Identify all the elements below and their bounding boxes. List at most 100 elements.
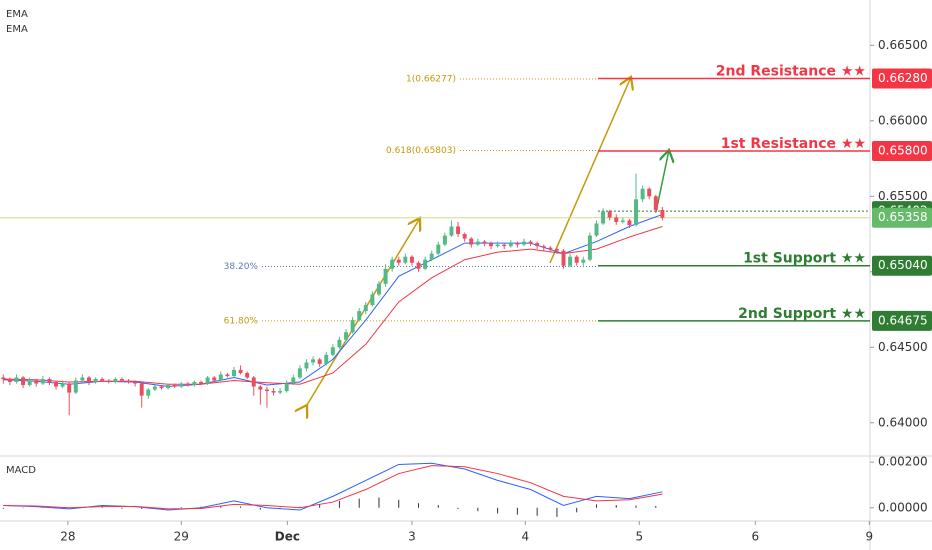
candle-body bbox=[330, 347, 335, 355]
candle-body bbox=[146, 389, 151, 396]
candle-body bbox=[489, 243, 493, 247]
candle-body bbox=[627, 220, 632, 225]
candle-body bbox=[264, 389, 269, 392]
x-tick-label: 4 bbox=[521, 530, 529, 544]
candle-body bbox=[647, 188, 652, 197]
candle-body bbox=[620, 220, 625, 222]
candle-body bbox=[363, 305, 368, 312]
candle-body bbox=[528, 241, 533, 244]
candle-body bbox=[113, 378, 118, 383]
candle-body bbox=[660, 209, 665, 218]
candle-body bbox=[548, 247, 553, 250]
candle-body bbox=[317, 359, 322, 364]
candle-body bbox=[172, 385, 177, 387]
candle-body bbox=[119, 378, 124, 381]
candle-body bbox=[199, 382, 203, 384]
candle-body bbox=[416, 262, 421, 269]
macd-y-tick-label: 0.00200 bbox=[878, 455, 928, 469]
candle-body bbox=[14, 377, 19, 383]
candle-body bbox=[166, 385, 171, 389]
candle-body bbox=[291, 377, 296, 384]
candle-body bbox=[225, 374, 230, 376]
candle-body bbox=[614, 217, 619, 222]
candle-body bbox=[482, 241, 487, 244]
candle-body bbox=[561, 250, 566, 266]
candle-body bbox=[587, 235, 592, 260]
candle-body bbox=[67, 383, 72, 393]
candle-body bbox=[607, 211, 612, 218]
candle-body bbox=[377, 283, 381, 295]
fib-label: 0.618(0.65803) bbox=[386, 146, 456, 156]
candle-body bbox=[383, 268, 388, 284]
price-tag-label: 0.66280 bbox=[878, 71, 928, 85]
candle-body bbox=[568, 256, 573, 266]
x-tick-label: 9 bbox=[866, 530, 874, 544]
macd-line bbox=[3, 465, 663, 510]
candle-body bbox=[297, 368, 302, 378]
candle-body bbox=[357, 311, 362, 321]
x-tick-label: 29 bbox=[174, 530, 189, 544]
price-tag-label: 0.64675 bbox=[878, 313, 928, 327]
candle-body bbox=[304, 362, 309, 369]
candle-body bbox=[462, 234, 467, 239]
y-tick-label: 0.64500 bbox=[878, 340, 928, 354]
candle-body bbox=[21, 377, 26, 386]
candle-body bbox=[390, 259, 395, 269]
candle-body bbox=[502, 244, 507, 247]
candle-body bbox=[192, 382, 197, 386]
candle-body bbox=[238, 369, 243, 373]
price-tag bbox=[872, 310, 932, 331]
candle-body bbox=[475, 241, 480, 245]
candle-body bbox=[258, 386, 263, 390]
price-tag-label: 0.65358 bbox=[878, 210, 928, 224]
level-label: 2nd Resistance ★★ bbox=[716, 64, 866, 80]
trend-arrow bbox=[655, 150, 669, 213]
candle-body bbox=[594, 223, 599, 236]
y-tick-label: 0.65500 bbox=[878, 189, 928, 203]
x-tick-label: 3 bbox=[408, 530, 416, 544]
candle-body bbox=[251, 377, 256, 387]
level-label: 1st Support ★★ bbox=[743, 251, 866, 267]
candle-body bbox=[442, 235, 447, 245]
candle-body bbox=[7, 378, 12, 383]
candle-body bbox=[508, 243, 513, 247]
candle-body bbox=[284, 383, 289, 392]
price-tag bbox=[872, 68, 932, 89]
y-tick-label: 0.64000 bbox=[878, 415, 928, 429]
price-tag bbox=[872, 140, 932, 161]
price-tag bbox=[872, 207, 932, 228]
x-tick-label: 28 bbox=[60, 530, 75, 544]
candle-body bbox=[456, 226, 461, 235]
candle-body bbox=[581, 259, 586, 263]
candle-body bbox=[232, 369, 236, 376]
candle-body bbox=[185, 383, 190, 386]
candle-body bbox=[80, 377, 85, 381]
candle-body bbox=[278, 391, 283, 393]
ema-line bbox=[3, 226, 663, 385]
candle-body bbox=[152, 386, 157, 390]
candle-body bbox=[87, 377, 91, 383]
candle-body bbox=[541, 246, 546, 248]
candle-body bbox=[469, 238, 474, 245]
candle-body bbox=[423, 259, 428, 269]
y-tick-label: 0.66000 bbox=[878, 113, 928, 127]
candle-body bbox=[436, 244, 441, 254]
candle-body bbox=[34, 380, 39, 384]
candle-body bbox=[27, 380, 32, 386]
indicator-label: EMA bbox=[6, 24, 28, 35]
candle-body bbox=[429, 253, 434, 260]
macd-y-tick-label: 0.00000 bbox=[878, 500, 928, 514]
candle-body bbox=[60, 383, 65, 387]
candle-body bbox=[324, 354, 329, 364]
level-label: 1st Resistance ★★ bbox=[721, 136, 866, 152]
candle-body bbox=[133, 382, 138, 384]
candle-body bbox=[106, 380, 111, 383]
candle-body bbox=[640, 188, 645, 200]
candle-body bbox=[73, 380, 78, 393]
fib-label: 38.20% bbox=[224, 262, 259, 272]
candle-body bbox=[403, 256, 408, 263]
candle-body bbox=[449, 226, 454, 236]
candle-body bbox=[396, 259, 401, 263]
candle-body bbox=[344, 332, 348, 340]
candle-body bbox=[159, 386, 164, 389]
